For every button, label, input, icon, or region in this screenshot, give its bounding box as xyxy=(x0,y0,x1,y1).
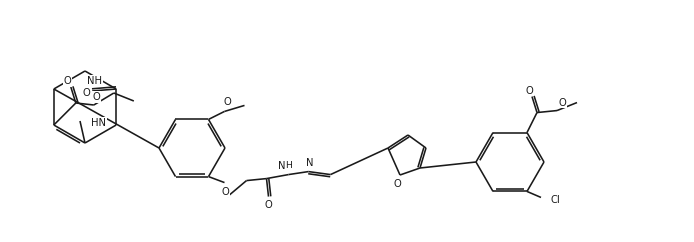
Text: O: O xyxy=(393,179,401,189)
Text: O: O xyxy=(264,200,272,210)
Text: HN: HN xyxy=(91,118,106,128)
Text: N: N xyxy=(306,158,313,167)
Text: NH: NH xyxy=(87,76,102,86)
Text: Cl: Cl xyxy=(551,196,561,205)
Text: O: O xyxy=(525,86,533,96)
Text: O: O xyxy=(221,187,230,197)
Text: N: N xyxy=(278,161,285,171)
Text: O: O xyxy=(558,98,566,107)
Text: O: O xyxy=(64,76,71,86)
Text: O: O xyxy=(93,92,101,102)
Text: H: H xyxy=(285,161,292,170)
Text: O: O xyxy=(83,88,90,98)
Text: O: O xyxy=(223,98,231,107)
